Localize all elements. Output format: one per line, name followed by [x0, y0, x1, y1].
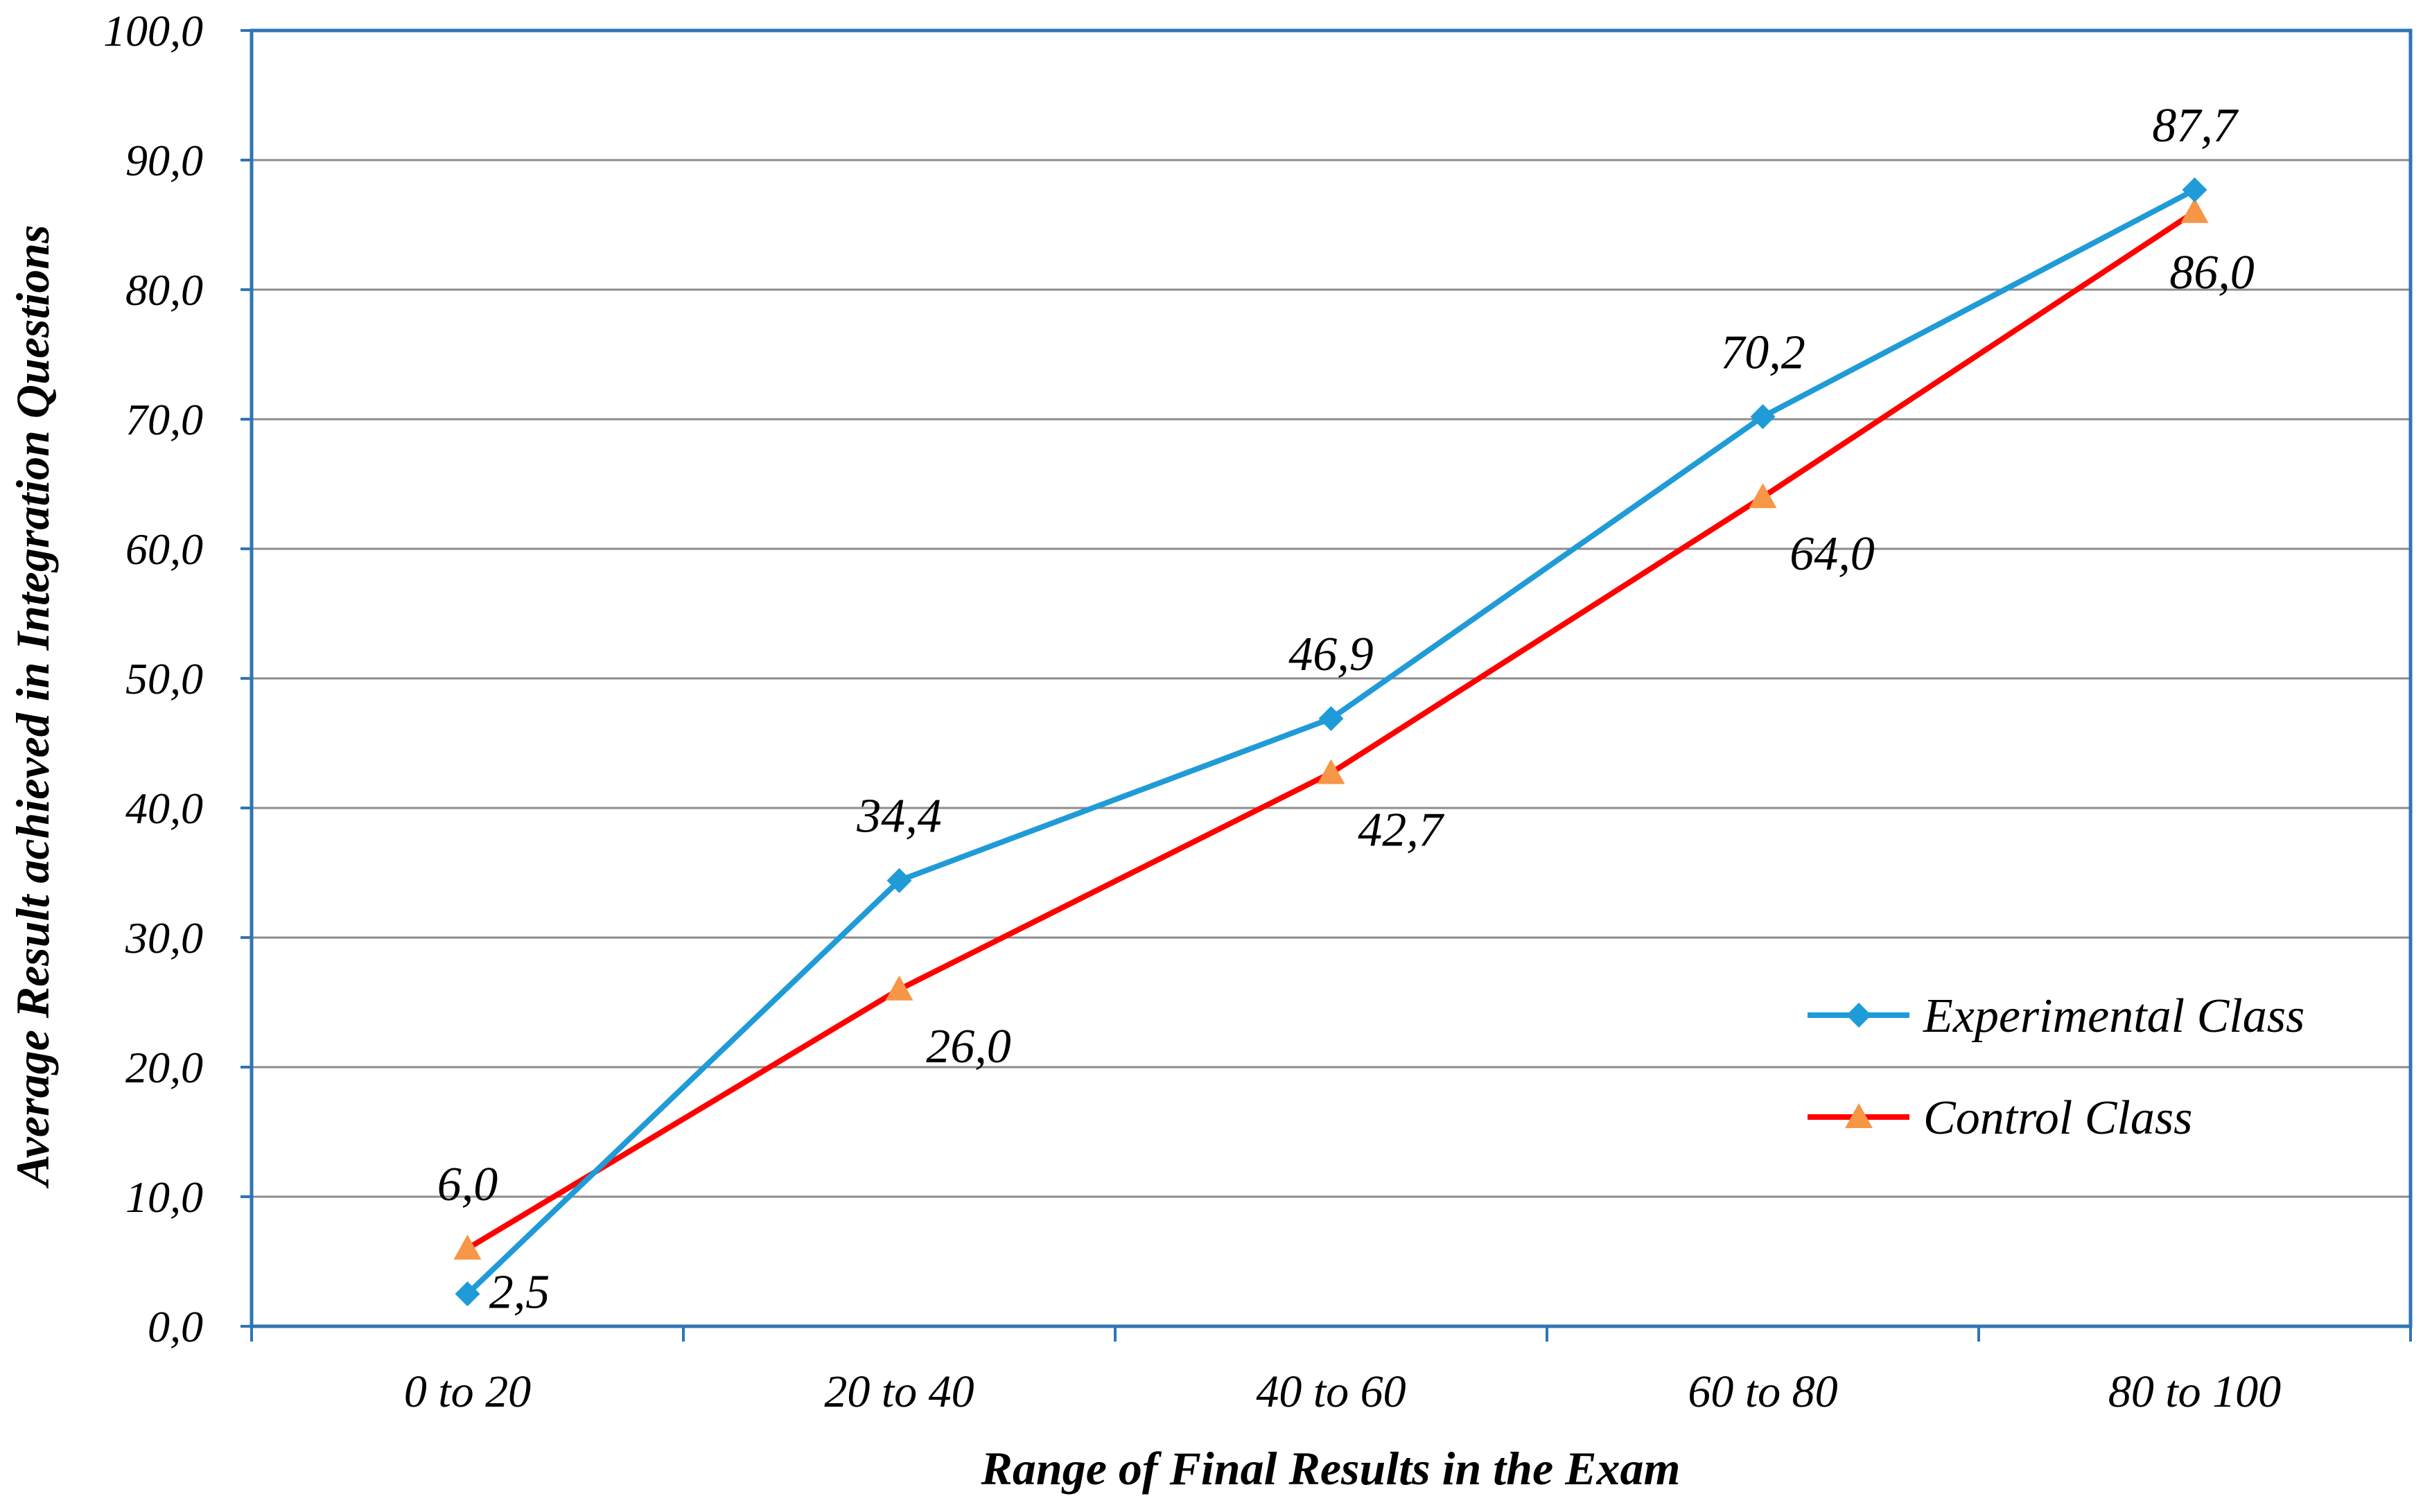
data-label: 87,7	[2152, 99, 2239, 152]
y-tick-label: 80,0	[125, 265, 203, 315]
data-point-marker	[1317, 759, 1345, 784]
y-axis-title: Average Result achieved in Integration Q…	[6, 225, 59, 1188]
data-label: 64,0	[1790, 527, 1875, 581]
data-point-marker	[1749, 483, 1777, 509]
y-tick-label: 90,0	[125, 136, 203, 185]
y-tick-label: 0,0	[148, 1302, 203, 1351]
y-tick-label: 60,0	[125, 525, 203, 574]
data-label: 86,0	[2169, 246, 2255, 299]
legend-marker	[1846, 1003, 1871, 1028]
legend-entry-label: Control Class	[1923, 1091, 2192, 1145]
y-tick-label: 40,0	[125, 784, 203, 833]
x-tick-label: 0 to 20	[404, 1366, 531, 1417]
data-label: 70,2	[1720, 326, 1805, 379]
x-tick-label: 20 to 40	[824, 1366, 974, 1417]
data-point-marker	[2182, 177, 2207, 203]
y-tick-label: 30,0	[125, 913, 203, 962]
plot-area-border	[250, 28, 2413, 1328]
data-point-marker	[1318, 705, 1344, 731]
data-point-marker	[1750, 404, 1776, 430]
data-point-marker	[455, 1281, 480, 1307]
data-point-marker	[885, 975, 913, 1001]
data-label: 46,9	[1288, 628, 1374, 681]
data-label: 26,0	[926, 1020, 1011, 1073]
y-tick-label: 70,0	[125, 395, 203, 444]
series-lines	[453, 177, 2209, 1307]
y-tick-label: 20,0	[125, 1043, 203, 1092]
data-label: 42,7	[1358, 804, 1445, 857]
legend: Experimental Class Control Class	[1808, 990, 2304, 1145]
x-axis-title: Range of Final Results in the Exam	[981, 1442, 1681, 1495]
x-tick-label: 80 to 100	[2108, 1366, 2281, 1417]
data-point-marker	[886, 868, 912, 893]
axes: 0,0 10,0 20,0 30,0 40,0 50,0 60,0 70,0 80,0 90,0 1…	[103, 6, 2413, 1417]
y-tick-label: 10,0	[125, 1172, 203, 1222]
x-tick-label: 40 to 60	[1256, 1366, 1406, 1417]
data-label: 34,4	[856, 790, 942, 843]
data-label: 6,0	[437, 1158, 498, 1211]
data-point-marker	[2180, 197, 2209, 223]
data-label: 2,5	[489, 1265, 550, 1319]
data-labels: 2,5 34,4 46,9 70,2 87,7 6,0 26,0 42,7 64,0 86,0	[437, 99, 2255, 1319]
y-tick-label: 50,0	[125, 654, 203, 703]
data-point-marker	[453, 1234, 482, 1260]
legend-marker	[1845, 1103, 1873, 1128]
y-tick-label: 100,0	[103, 6, 203, 55]
x-tick-label: 60 to 80	[1688, 1366, 1837, 1417]
legend-entry-label: Experimental Class	[1923, 990, 2304, 1043]
